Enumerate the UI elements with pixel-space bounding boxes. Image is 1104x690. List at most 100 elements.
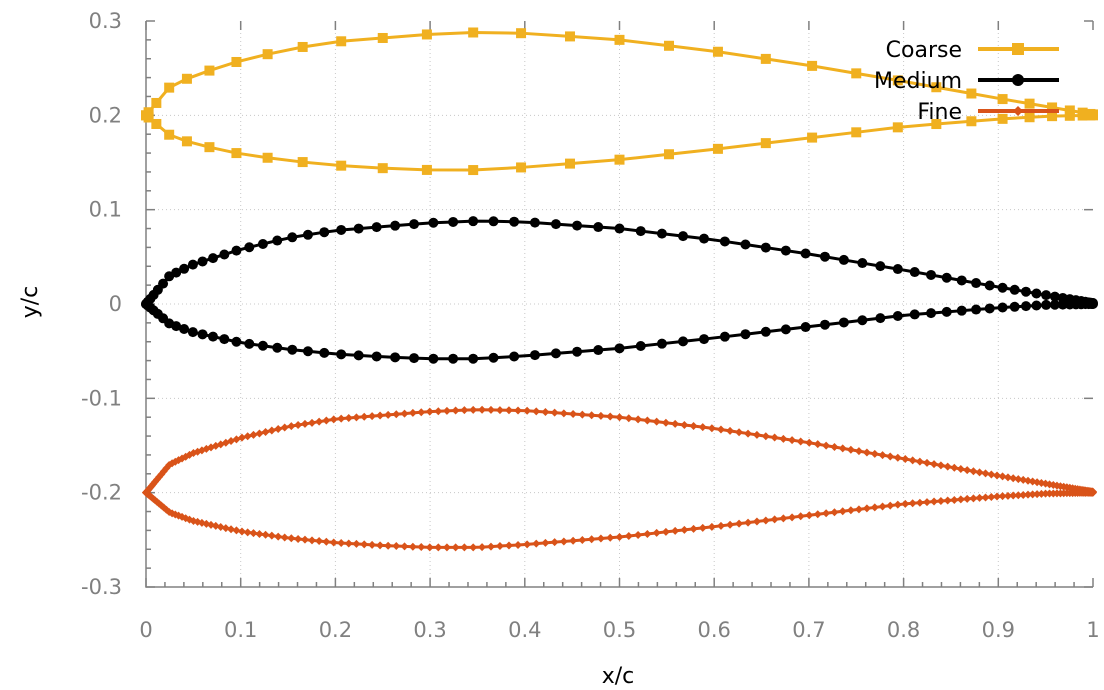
data-point bbox=[468, 165, 479, 176]
data-point bbox=[1003, 491, 1012, 500]
data-point bbox=[661, 527, 670, 536]
data-point bbox=[360, 540, 369, 549]
data-point bbox=[243, 528, 252, 537]
data-point bbox=[509, 216, 520, 227]
series-fine bbox=[142, 405, 1097, 552]
data-point bbox=[680, 525, 689, 534]
data-point bbox=[244, 242, 255, 253]
data-point bbox=[719, 236, 730, 247]
data-point bbox=[892, 311, 903, 322]
data-point bbox=[1041, 299, 1052, 310]
data-point bbox=[158, 278, 169, 289]
data-point bbox=[478, 405, 487, 414]
data-point bbox=[376, 411, 385, 420]
data-point bbox=[936, 497, 945, 506]
data-point bbox=[532, 407, 541, 416]
data-point bbox=[336, 36, 347, 47]
data-point bbox=[516, 162, 527, 173]
data-point bbox=[1003, 473, 1012, 482]
data-point bbox=[878, 451, 887, 460]
x-tick-label: 0.6 bbox=[697, 618, 730, 642]
data-point bbox=[204, 142, 215, 153]
data-point bbox=[931, 119, 942, 130]
data-point bbox=[572, 220, 583, 231]
data-point bbox=[141, 110, 151, 121]
data-point bbox=[514, 540, 523, 549]
data-point bbox=[529, 350, 540, 361]
data-point bbox=[915, 498, 924, 507]
data-point bbox=[550, 348, 561, 359]
data-point bbox=[740, 239, 751, 250]
data-point bbox=[744, 429, 753, 438]
data-point bbox=[987, 470, 996, 479]
data-point bbox=[587, 411, 596, 420]
data-point bbox=[760, 242, 771, 253]
data-point bbox=[249, 529, 258, 538]
data-point bbox=[726, 520, 735, 529]
series-medium bbox=[141, 216, 1098, 364]
data-point bbox=[486, 542, 495, 551]
legend: Coarse Medium Fine bbox=[874, 38, 1059, 125]
data-point bbox=[1049, 291, 1060, 302]
data-point bbox=[822, 441, 831, 450]
data-point bbox=[1028, 490, 1037, 499]
data-point bbox=[353, 223, 364, 234]
data-point bbox=[652, 417, 661, 426]
data-point bbox=[941, 272, 952, 283]
data-point bbox=[336, 160, 347, 171]
data-point bbox=[1047, 102, 1058, 113]
data-point bbox=[578, 535, 587, 544]
data-point bbox=[294, 421, 303, 430]
data-point bbox=[671, 419, 680, 428]
data-point bbox=[893, 453, 902, 462]
data-point bbox=[698, 523, 707, 532]
data-point bbox=[926, 308, 937, 319]
data-point bbox=[878, 502, 887, 511]
data-point bbox=[336, 349, 347, 360]
data-point bbox=[360, 412, 369, 421]
data-point bbox=[514, 406, 523, 415]
data-point bbox=[400, 409, 409, 418]
data-point bbox=[936, 461, 945, 470]
data-point bbox=[368, 412, 377, 421]
data-point bbox=[997, 113, 1008, 124]
data-point bbox=[179, 323, 190, 334]
data-point bbox=[261, 530, 270, 539]
data-point bbox=[523, 540, 532, 549]
data-point bbox=[915, 457, 924, 466]
data-point bbox=[997, 302, 1008, 313]
data-point bbox=[1064, 110, 1075, 121]
data-point bbox=[409, 219, 420, 230]
data-point bbox=[963, 494, 972, 503]
data-point bbox=[541, 408, 550, 417]
data-point bbox=[788, 436, 797, 445]
data-point bbox=[870, 449, 879, 458]
legend-label: Medium bbox=[874, 69, 962, 94]
data-point bbox=[307, 418, 316, 427]
data-point bbox=[1009, 301, 1020, 312]
data-point bbox=[779, 434, 788, 443]
data-point bbox=[329, 538, 338, 547]
data-point bbox=[409, 353, 420, 364]
data-point bbox=[901, 499, 910, 508]
data-point bbox=[302, 346, 313, 357]
data-point bbox=[614, 343, 625, 354]
y-tick-label: -0.3 bbox=[81, 575, 122, 599]
data-point bbox=[322, 537, 331, 546]
data-point bbox=[231, 245, 242, 256]
data-point bbox=[908, 456, 917, 465]
data-point bbox=[712, 143, 723, 154]
data-point bbox=[875, 261, 886, 272]
data-point bbox=[950, 463, 959, 472]
data-point bbox=[257, 340, 268, 351]
data-point bbox=[635, 226, 646, 237]
data-point bbox=[219, 334, 230, 345]
data-point bbox=[267, 531, 276, 540]
data-point bbox=[488, 216, 499, 227]
data-point bbox=[300, 535, 309, 544]
data-point bbox=[634, 530, 643, 539]
data-point bbox=[854, 505, 863, 514]
data-point bbox=[421, 29, 432, 40]
data-point bbox=[219, 249, 230, 260]
data-point bbox=[956, 275, 967, 286]
